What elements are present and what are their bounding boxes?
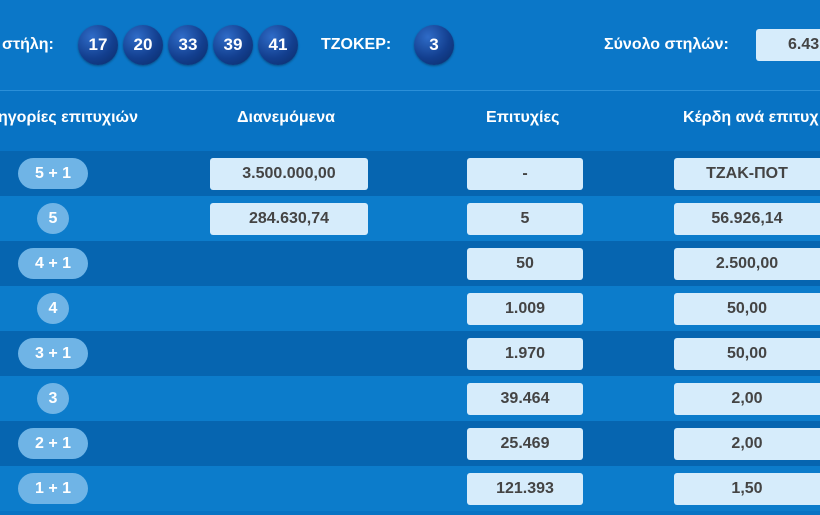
distributed-amount: 284.630,74 — [210, 203, 368, 235]
table-row: 5 284.630,74 5 56.926,14 — [0, 196, 820, 241]
winners-count: 50 — [467, 248, 583, 280]
category-badge: 5 — [37, 203, 69, 234]
prize-per-winner: 56.926,14 — [674, 203, 820, 235]
prize-per-winner: 50,00 — [674, 338, 820, 370]
total-columns-label: Σύνολο στηλών: — [604, 36, 729, 53]
prize-per-winner: ΤΖΑΚ-ΠΟΤ — [674, 158, 820, 190]
prize-per-winner-header: Κέρδη ανά επιτυχ — [683, 109, 819, 126]
table-row: 2 + 1 25.469 2,00 — [0, 421, 820, 466]
category-badge: 1 + 1 — [18, 473, 88, 504]
category-badge: 4 + 1 — [18, 248, 88, 279]
winners-count: 25.469 — [467, 428, 583, 460]
table-row: 1 + 1 121.393 1,50 — [0, 466, 820, 511]
divider — [0, 90, 820, 91]
winners-count: 121.393 — [467, 473, 583, 505]
category-badge: 3 — [37, 383, 69, 414]
prize-per-winner: 2,00 — [674, 428, 820, 460]
category-badge: 3 + 1 — [18, 338, 88, 369]
prize-per-winner: 2,00 — [674, 383, 820, 415]
category-badge: 2 + 1 — [18, 428, 88, 459]
category-badge: 4 — [37, 293, 69, 324]
prize-per-winner: 1,50 — [674, 473, 820, 505]
distributed-header: Διανεμόμενα — [237, 109, 335, 126]
winners-count: 1.009 — [467, 293, 583, 325]
total-columns-value: 6.43 — [756, 29, 820, 61]
table-row: 5 + 1 3.500.000,00 - ΤΖΑΚ-ΠΟΤ — [0, 151, 820, 196]
winners-count: 1.970 — [467, 338, 583, 370]
winners-count: - — [467, 158, 583, 190]
prize-per-winner: 50,00 — [674, 293, 820, 325]
table-row: 4 + 1 50 2.500,00 — [0, 241, 820, 286]
winning-number-ball: 39 — [213, 25, 253, 65]
winners-header: Επιτυχίες — [486, 109, 560, 126]
winning-number-ball: 17 — [78, 25, 118, 65]
winning-number-ball: 33 — [168, 25, 208, 65]
winners-count: 5 — [467, 203, 583, 235]
joker-label: ΤΖΟΚΕΡ: — [321, 36, 392, 53]
winning-column-label: στήλη: — [2, 36, 54, 53]
distributed-amount: 3.500.000,00 — [210, 158, 368, 190]
draw-summary-bar: στήλη: 17 20 33 39 41 ΤΖΟΚΕΡ: 3 Σύνολο σ… — [0, 0, 820, 90]
winning-number-ball: 41 — [258, 25, 298, 65]
categories-header: ηγορίες επιτυχιών — [0, 109, 138, 126]
winning-number-ball: 20 — [123, 25, 163, 65]
prize-per-winner: 2.500,00 — [674, 248, 820, 280]
winners-count: 39.464 — [467, 383, 583, 415]
joker-number-ball: 3 — [414, 25, 454, 65]
category-badge: 5 + 1 — [18, 158, 88, 189]
table-row: 4 1.009 50,00 — [0, 286, 820, 331]
table-row: 3 + 1 1.970 50,00 — [0, 331, 820, 376]
table-row: 3 39.464 2,00 — [0, 376, 820, 421]
